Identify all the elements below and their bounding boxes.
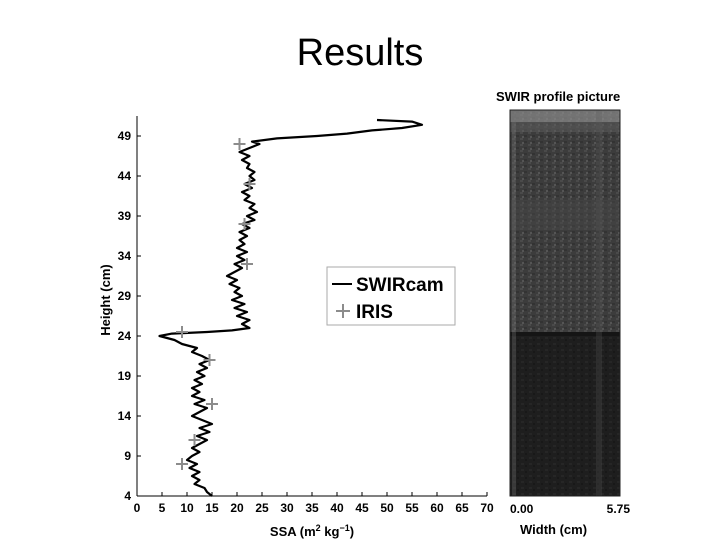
y-tick-label: 19 [118,369,132,383]
x-ticks: 0 5 10 15 20 25 30 35 40 45 50 55 60 65 70 [134,492,494,515]
y-tick-label: 9 [124,449,131,463]
x-tick-label: 25 [255,501,269,515]
iris-point [243,178,256,190]
x-tick-label: 30 [280,501,294,515]
y-tick-label: 24 [118,329,132,343]
x-tick-label: 10 [180,501,194,515]
x-tick-label: 35 [305,501,319,515]
x-tick-label: 20 [230,501,244,515]
x-tick-label: 5 [159,501,166,515]
x-tick-label: 40 [330,501,344,515]
x-tick-label: 55 [405,501,419,515]
legend-box [326,266,456,326]
y-tick-label: 4 [124,489,131,503]
y-tick-label: 49 [118,129,132,143]
panel-tick-end: 5.75 [607,502,631,516]
swir-profile-image [509,109,621,497]
x-tick-label: 70 [480,501,494,515]
y-tick-label: 34 [118,249,132,263]
series-line-swircam [158,118,424,497]
y-tick-label: 44 [118,169,132,183]
panel-title: SWIR profile picture [496,89,620,104]
iris-point [238,218,251,230]
iris-point [176,458,188,470]
panel-tick-start: 0.00 [510,502,534,516]
x-tick-label: 65 [455,501,469,515]
y-tick-label: 14 [118,409,132,423]
legend-label-swircam: SWIRcam [356,275,444,296]
iris-point [203,354,216,366]
iris-point [233,138,246,150]
legend-label-iris: IRIS [356,302,393,323]
x-tick-label: 15 [205,501,219,515]
iris-point [176,326,188,338]
x-axis-label: SSA (m2 kg−1) [270,523,354,539]
x-tick-label: 0 [134,501,141,515]
y-tick-label: 29 [118,289,132,303]
swir-profile-panel: SWIR profile picture 0.00 5.75 Width (cm… [496,89,630,537]
y-tick-label: 39 [118,209,132,223]
x-tick-label: 60 [430,501,444,515]
iris-point [241,258,253,270]
x-tick-label: 50 [380,501,394,515]
x-tick-label: 45 [355,501,369,515]
y-axis-label: Height (cm) [98,264,113,336]
ssa-profile-plot: 0 5 10 15 20 25 30 35 40 45 50 55 60 65 70 49141924293… [98,116,494,539]
slide-title: Results [296,32,424,74]
iris-point [206,398,218,410]
legend: SWIRcam IRIS [326,266,456,326]
series-markers-iris [176,138,256,470]
panel-x-label: Width (cm) [520,522,587,537]
iris-point [188,434,201,446]
